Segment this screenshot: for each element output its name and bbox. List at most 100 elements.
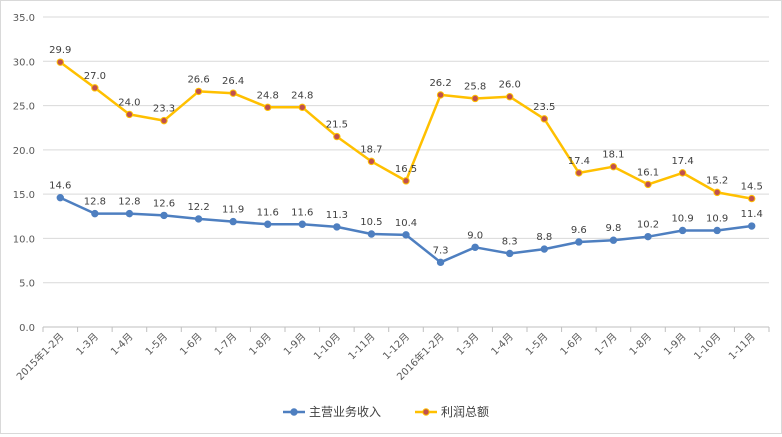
data-point-marker bbox=[471, 243, 479, 251]
data-label: 12.8 bbox=[118, 197, 140, 208]
data-point-marker bbox=[402, 177, 410, 185]
data-label: 21.5 bbox=[326, 120, 348, 131]
data-point-marker bbox=[160, 211, 168, 220]
data-point-marker bbox=[91, 84, 99, 92]
x-tick-label: 1-11月 bbox=[726, 331, 758, 363]
data-point-marker bbox=[609, 236, 618, 244]
data-label: 23.3 bbox=[153, 104, 175, 115]
y-tick-label: 5.0 bbox=[19, 279, 35, 290]
data-label: 9.6 bbox=[571, 225, 587, 236]
data-point-marker bbox=[506, 249, 514, 258]
data-label: 9.8 bbox=[605, 223, 621, 234]
data-label: 18.1 bbox=[602, 150, 624, 161]
data-label: 16.1 bbox=[637, 167, 659, 178]
data-label: 26.4 bbox=[222, 76, 244, 87]
data-label: 16.5 bbox=[395, 164, 417, 175]
x-tick-label: 1-5月 bbox=[143, 331, 170, 358]
data-label: 14.6 bbox=[49, 181, 71, 192]
x-tick-label: 1-5月 bbox=[523, 331, 550, 358]
data-label: 10.9 bbox=[671, 213, 693, 224]
data-point-marker bbox=[264, 103, 272, 112]
x-tick-label: 1-11月 bbox=[346, 331, 378, 363]
data-point-marker bbox=[56, 193, 64, 202]
x-tick-label: 1-7月 bbox=[212, 331, 239, 358]
data-label: 17.4 bbox=[671, 156, 693, 167]
data-point-marker bbox=[125, 110, 134, 119]
data-label: 29.9 bbox=[49, 45, 71, 56]
x-tick-label: 2015年1-2月 bbox=[14, 330, 67, 383]
data-label: 26.6 bbox=[187, 74, 209, 85]
data-point-marker bbox=[436, 91, 445, 99]
data-point-marker bbox=[436, 258, 445, 267]
data-point-marker bbox=[298, 220, 306, 228]
data-point-marker bbox=[229, 89, 237, 97]
x-tick-label: 1-3月 bbox=[74, 331, 101, 358]
y-tick-label: 30.0 bbox=[13, 57, 35, 68]
data-label: 10.9 bbox=[706, 213, 728, 224]
data-point-marker bbox=[367, 157, 376, 166]
data-point-marker bbox=[644, 180, 652, 189]
data-point-marker bbox=[644, 232, 652, 241]
legend-label: 利润总额 bbox=[441, 405, 489, 419]
data-label: 27.0 bbox=[84, 71, 106, 82]
y-tick-label: 20.0 bbox=[13, 146, 35, 157]
data-point-marker bbox=[91, 209, 99, 218]
data-label: 10.4 bbox=[395, 218, 417, 229]
data-point-marker bbox=[56, 58, 64, 66]
data-point-marker bbox=[333, 132, 341, 141]
x-tick-label: 1-8月 bbox=[627, 331, 654, 358]
data-point-marker bbox=[575, 238, 583, 246]
data-label: 24.0 bbox=[118, 97, 140, 108]
legend-swatch-marker bbox=[422, 408, 430, 416]
data-label: 17.4 bbox=[568, 156, 590, 167]
data-point-marker bbox=[402, 231, 410, 239]
data-label: 8.8 bbox=[536, 232, 552, 243]
data-point-marker bbox=[229, 217, 237, 226]
x-tick-label: 1-7月 bbox=[592, 331, 619, 358]
data-point-marker bbox=[333, 223, 341, 231]
legend-swatch-marker bbox=[290, 408, 298, 416]
data-label: 18.7 bbox=[360, 144, 382, 155]
x-tick-label: 1-6月 bbox=[178, 331, 205, 358]
data-point-marker bbox=[160, 116, 168, 125]
x-tick-label: 1-4月 bbox=[108, 331, 135, 358]
data-label: 7.3 bbox=[433, 245, 449, 256]
y-tick-label: 25.0 bbox=[13, 102, 35, 113]
data-label: 11.6 bbox=[291, 207, 313, 218]
x-tick-label: 1-9月 bbox=[281, 331, 308, 358]
data-label: 25.8 bbox=[464, 81, 486, 92]
data-point-marker bbox=[748, 222, 756, 230]
data-label: 11.4 bbox=[741, 209, 763, 220]
data-point-marker bbox=[609, 162, 618, 171]
data-label: 24.8 bbox=[257, 90, 279, 101]
data-labels: 14.6 12.8 12.8 12.6 12.2 11.9 11.6 11.6 11.3 10.5… bbox=[49, 45, 763, 256]
legend: 主营业务收入 利润总额 bbox=[283, 404, 489, 419]
x-tick-label: 1-6月 bbox=[558, 331, 585, 358]
x-tick-label: 1-10月 bbox=[311, 331, 343, 363]
data-label: 15.2 bbox=[706, 175, 728, 186]
data-point-marker bbox=[678, 169, 687, 177]
series-lines bbox=[56, 58, 756, 267]
y-tick-label: 10.0 bbox=[13, 234, 35, 245]
data-label: 11.9 bbox=[222, 205, 244, 216]
data-label: 26.0 bbox=[499, 80, 521, 91]
data-point-marker bbox=[713, 188, 721, 197]
data-point-marker bbox=[540, 115, 548, 123]
data-point-marker bbox=[506, 93, 514, 101]
data-label: 10.2 bbox=[637, 220, 659, 231]
y-tick-label: 35.0 bbox=[13, 13, 35, 24]
data-point-marker bbox=[575, 169, 583, 177]
data-label: 12.2 bbox=[187, 202, 209, 213]
data-point-marker bbox=[194, 87, 203, 96]
x-tick-label: 1-3月 bbox=[454, 331, 481, 358]
data-point-marker bbox=[125, 209, 134, 218]
y-tick-label: 0.0 bbox=[19, 323, 35, 334]
y-tick-label: 15.0 bbox=[13, 190, 35, 201]
data-point-marker bbox=[471, 94, 479, 103]
data-label: 11.3 bbox=[326, 210, 348, 221]
data-label: 24.8 bbox=[291, 90, 313, 101]
data-label: 10.5 bbox=[360, 217, 382, 228]
data-point-marker bbox=[748, 194, 756, 203]
data-label: 26.2 bbox=[429, 78, 451, 89]
